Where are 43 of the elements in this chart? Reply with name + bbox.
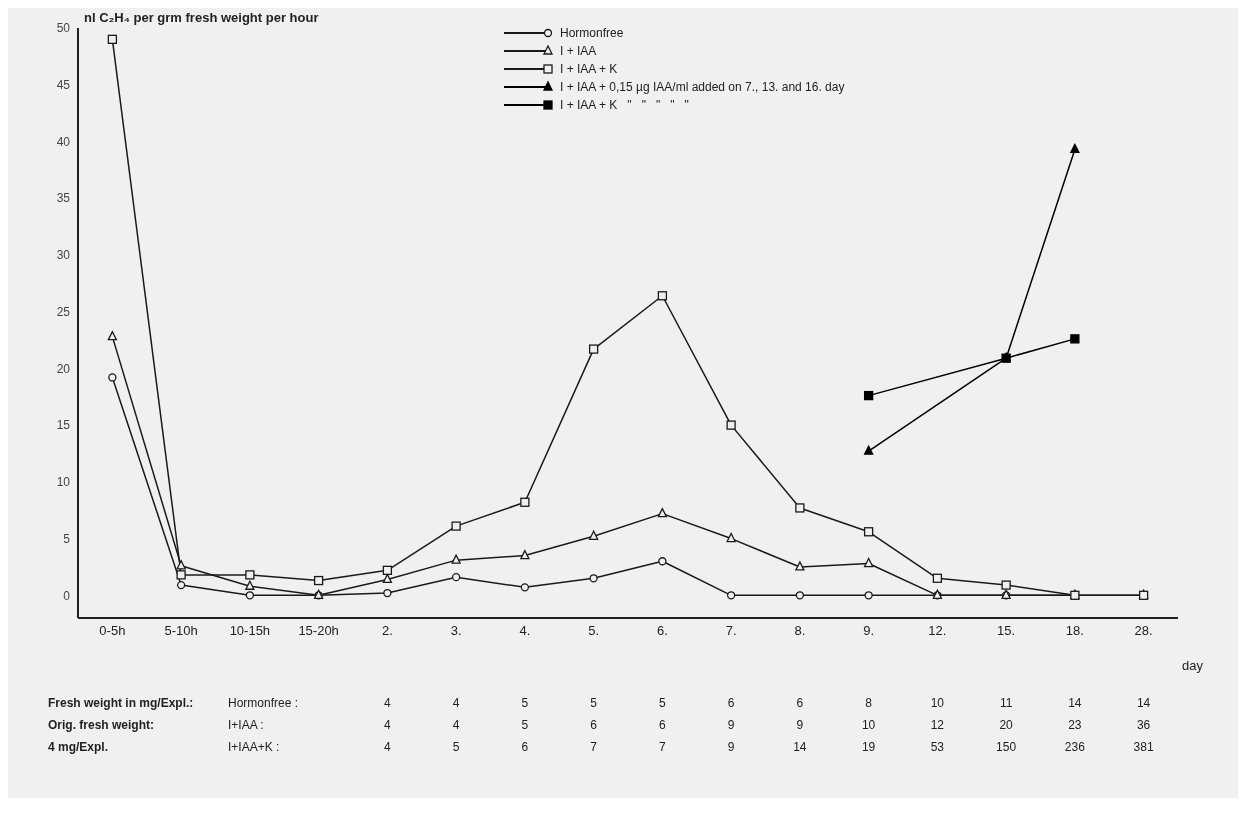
text: 4 mg/Expl. bbox=[48, 740, 109, 754]
legend-label: I + IAA bbox=[560, 44, 597, 58]
x-tick-label: 3. bbox=[450, 623, 462, 639]
text: Fresh weight in mg/Expl.: bbox=[48, 696, 194, 710]
text: I+IAA+K : bbox=[228, 740, 280, 754]
x-tick-label: 6. bbox=[656, 623, 668, 639]
text: I+IAA : bbox=[228, 718, 264, 732]
y-tick-label: 30 bbox=[56, 248, 71, 263]
x-axis-title: day bbox=[1182, 658, 1203, 673]
y-tick-label: 35 bbox=[56, 191, 71, 206]
x-tick-label: 2. bbox=[381, 623, 393, 639]
legend-label: Hormonfree bbox=[560, 26, 624, 40]
legend-label: I + IAA + 0,15 µg IAA/ml added on 7., 13. and 16. day bbox=[560, 80, 845, 94]
x-tick-label: 15. bbox=[997, 623, 1016, 639]
y-tick-label: 0 bbox=[63, 588, 71, 603]
y-tick-label: 5 bbox=[63, 531, 71, 546]
y-tick-label: 45 bbox=[56, 77, 71, 92]
y-axis-title: nl C₂H₄ per grm fresh weight per hour bbox=[84, 10, 319, 25]
y-tick-label: 50 bbox=[56, 21, 71, 36]
y-tick-label: 20 bbox=[56, 361, 71, 376]
x-tick-label: 5-10h bbox=[164, 623, 198, 639]
x-tick-label: 10-15h bbox=[229, 623, 271, 639]
y-tick-label: 25 bbox=[56, 304, 71, 319]
x-tick-label: 4. bbox=[519, 623, 531, 639]
y-tick-label: 10 bbox=[56, 475, 71, 490]
x-tick-label: 7. bbox=[725, 623, 737, 639]
text: 4 5 6 7 7 9 14 19 53 150 236 381 bbox=[384, 740, 1154, 754]
text: 4 4 5 5 5 6 6 8 10 11 14 14 bbox=[384, 696, 1151, 710]
x-tick-label: 5. bbox=[588, 623, 600, 639]
legend-label: I + IAA + K bbox=[560, 62, 618, 76]
x-tick-label: 9. bbox=[863, 623, 875, 639]
x-tick-label: 18. bbox=[1065, 623, 1084, 639]
x-tick-label: 12. bbox=[928, 623, 947, 639]
text: 4 4 5 6 6 9 9 10 12 20 23 36 bbox=[384, 718, 1151, 732]
y-tick-label: 40 bbox=[56, 134, 71, 149]
y-tick-label: 15 bbox=[56, 418, 71, 433]
text: Hormonfree : bbox=[228, 696, 299, 710]
legend-label: I + IAA + K " " " " " bbox=[560, 98, 689, 112]
x-tick-label: 28. bbox=[1134, 623, 1153, 639]
x-tick-label: 8. bbox=[794, 623, 806, 639]
text: Orig. fresh weight: bbox=[48, 718, 155, 732]
x-tick-label: 15-20h bbox=[298, 623, 339, 639]
x-tick-label: 0-5h bbox=[99, 623, 126, 639]
